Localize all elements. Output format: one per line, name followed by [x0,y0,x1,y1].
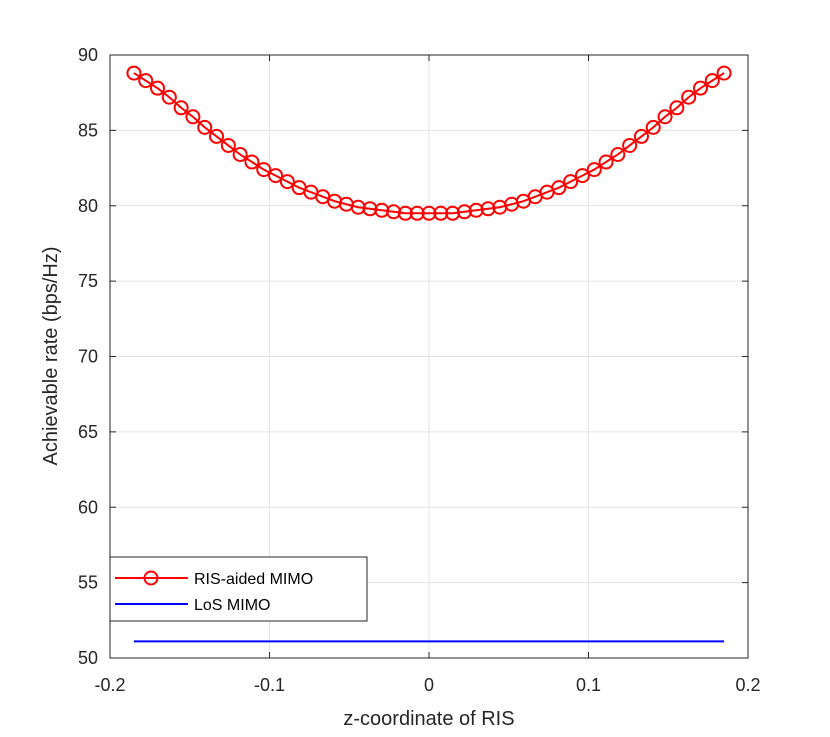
data-point-ris-aided-mimo [433,205,449,221]
data-point-ris-aided-mimo [279,174,295,190]
x-tick-label: 0 [424,675,434,695]
y-axis-label: Achievable rate (bps/Hz) [40,247,62,466]
data-point-ris-aided-mimo [209,128,225,144]
data-point-ris-aided-mimo [386,204,402,220]
data-point-ris-aided-mimo [645,119,661,135]
data-point-ris-aided-mimo [574,168,590,184]
data-point-ris-aided-mimo [657,109,673,125]
x-tick-label: 0.1 [576,675,601,695]
data-point-ris-aided-mimo [126,65,142,81]
data-point-ris-aided-mimo [704,73,720,89]
data-point-ris-aided-mimo [633,128,649,144]
y-tick-label: 70 [78,347,98,367]
x-tick-label: -0.2 [94,675,125,695]
data-point-ris-aided-mimo [586,162,602,178]
legend-box [109,556,368,622]
data-point-ris-aided-mimo [173,100,189,116]
data-point-ris-aided-mimo [409,205,425,221]
data-point-ris-aided-mimo [669,100,685,116]
y-tick-label: 90 [78,45,98,65]
x-tick-label: 0.2 [735,675,760,695]
y-tick-label: 50 [78,648,98,668]
series-line-ris-aided-mimo [133,72,725,215]
legend-label-los-mimo: LoS MIMO [194,597,270,614]
data-point-ris-aided-mimo [421,205,437,221]
series-layer [126,65,732,643]
data-point-ris-aided-mimo [185,109,201,125]
data-point-ris-aided-mimo [456,204,472,220]
data-point-ris-aided-mimo [374,202,390,218]
x-tick-label: -0.1 [254,675,285,695]
data-point-ris-aided-mimo [397,205,413,221]
data-point-ris-aided-mimo [150,80,166,96]
data-point-ris-aided-mimo [692,80,708,96]
data-point-ris-aided-mimo [622,137,638,153]
data-point-ris-aided-mimo [551,180,567,196]
data-point-ris-aided-mimo [350,199,366,215]
data-point-ris-aided-mimo [598,154,614,170]
legend: RIS-aided MIMO LoS MIMO [109,556,368,622]
y-tick-label: 65 [78,422,98,442]
data-point-ris-aided-mimo [232,146,248,162]
data-point-ris-aided-mimo [563,174,579,190]
data-point-ris-aided-mimo [480,201,496,217]
data-point-ris-aided-mimo [220,137,236,153]
x-axis-label: z-coordinate of RIS [343,708,514,730]
y-tick-label: 75 [78,271,98,291]
legend-label-ris-aided-mimo: RIS-aided MIMO [194,571,313,588]
data-point-ris-aided-mimo [161,89,177,105]
data-point-ris-aided-mimo [244,154,260,170]
x-tick-labels: -0.2 -0.1 0 0.1 0.2 [94,675,760,695]
data-point-ris-aided-mimo [256,162,272,178]
y-tick-labels: 50 55 60 65 70 75 80 85 90 [78,45,98,668]
y-tick-label: 85 [78,120,98,140]
data-point-ris-aided-mimo [681,89,697,105]
y-tick-label: 80 [78,196,98,216]
data-point-ris-aided-mimo [716,65,732,81]
data-point-ris-aided-mimo [445,205,461,221]
data-point-ris-aided-mimo [138,73,154,89]
data-point-ris-aided-mimo [610,146,626,162]
data-point-ris-aided-mimo [468,202,484,218]
axis-ticks [109,54,749,659]
legend-marker-ris-aided-mimo [143,570,159,586]
data-point-ris-aided-mimo [268,168,284,184]
y-tick-label: 60 [78,497,98,517]
data-point-ris-aided-mimo [197,119,213,135]
data-point-ris-aided-mimo [362,201,378,217]
y-tick-label: 55 [78,573,98,593]
